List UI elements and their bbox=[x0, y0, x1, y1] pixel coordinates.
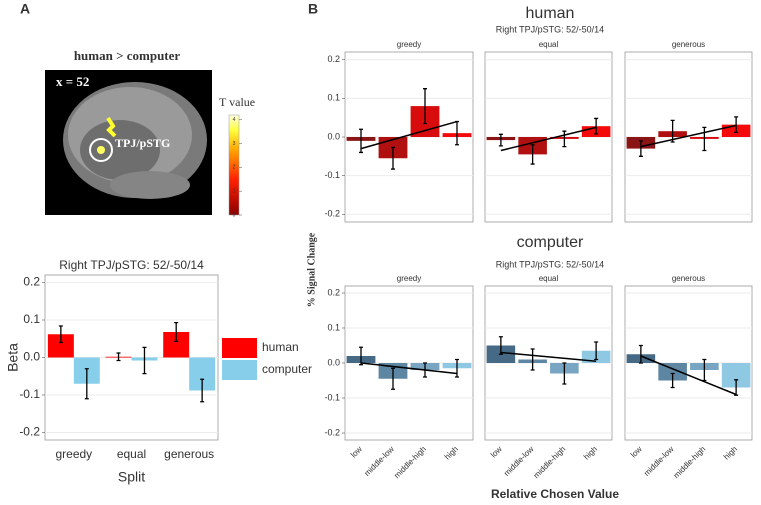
facet-title: generous bbox=[672, 40, 705, 49]
colorbar-title: T value bbox=[219, 95, 255, 109]
error-bar bbox=[116, 352, 121, 362]
legend-label: computer bbox=[262, 362, 312, 376]
facet-title: generous bbox=[672, 274, 705, 283]
error-bar bbox=[594, 341, 599, 361]
bar bbox=[47, 334, 74, 358]
brain-title: human > computer bbox=[74, 48, 181, 63]
y-tick-label: 0.0 bbox=[327, 357, 340, 367]
x-tick-label: generous bbox=[164, 447, 214, 461]
error-bar bbox=[359, 346, 363, 366]
colorbar-tick-label: 3 bbox=[233, 141, 236, 147]
facet-title: equal bbox=[539, 274, 559, 283]
error-bar bbox=[530, 348, 535, 371]
x-tick-label: greedy bbox=[55, 447, 92, 461]
error-bar bbox=[84, 368, 89, 400]
slice-label: x = 52 bbox=[56, 74, 89, 89]
colorbar-tick-label: 4 bbox=[233, 117, 236, 123]
error-bar bbox=[142, 346, 147, 375]
error-bar bbox=[200, 378, 205, 403]
error-bar bbox=[670, 119, 675, 143]
y-tick-label: 0.1 bbox=[23, 312, 40, 326]
colorbar-tick-label: 1 bbox=[233, 189, 236, 195]
error-bar bbox=[455, 358, 459, 378]
colorbar-tick-label: 2 bbox=[233, 165, 236, 171]
bar bbox=[658, 363, 687, 381]
y-tick-label: 0.2 bbox=[327, 54, 340, 64]
row-subtitle: Right TPJ/pSTG: 52/-50/14 bbox=[496, 24, 604, 34]
error-bar bbox=[423, 88, 427, 125]
legend-label: human bbox=[262, 340, 299, 354]
error-bar bbox=[734, 379, 739, 396]
error-bar bbox=[638, 344, 643, 364]
error-bar bbox=[562, 362, 567, 385]
chart-title: Right TPJ/pSTG: 52/-50/14 bbox=[59, 258, 204, 272]
x-tick-label: equal bbox=[117, 447, 146, 461]
row-title: computer bbox=[517, 234, 584, 251]
trend-line bbox=[500, 126, 597, 152]
y-axis-label: % Signal Change bbox=[306, 232, 317, 307]
y-tick-label: -0.1 bbox=[324, 392, 340, 402]
trend-line bbox=[360, 362, 458, 375]
error-bar bbox=[391, 146, 395, 170]
trend-line bbox=[500, 351, 597, 362]
error-bar bbox=[391, 367, 395, 390]
x-tick-label: middle-low bbox=[502, 444, 536, 478]
y-tick-label: 0.2 bbox=[327, 287, 340, 297]
y-tick-label: -0.2 bbox=[19, 425, 40, 439]
facet-title: equal bbox=[539, 40, 559, 49]
facet-title: greedy bbox=[397, 40, 421, 49]
legend-swatch bbox=[222, 360, 257, 380]
y-tick-label: 0.2 bbox=[23, 275, 40, 289]
x-tick-label: middle-high bbox=[392, 445, 428, 481]
error-bar bbox=[734, 116, 739, 134]
x-axis-label: Relative Chosen Value bbox=[491, 487, 619, 501]
x-tick-label: high bbox=[443, 445, 460, 462]
x-tick-label: middle-high bbox=[532, 445, 568, 481]
y-tick-label: -0.1 bbox=[324, 170, 340, 180]
x-tick-label: low bbox=[489, 444, 504, 459]
x-tick-label: high bbox=[722, 445, 739, 462]
x-tick-label: middle-high bbox=[672, 445, 708, 481]
trend-line bbox=[360, 120, 458, 150]
colorbar bbox=[228, 114, 240, 216]
trend-line bbox=[640, 355, 737, 396]
y-tick-label: 0.0 bbox=[23, 350, 40, 364]
error-bar bbox=[498, 336, 503, 355]
y-tick-label: -0.2 bbox=[324, 427, 340, 437]
panel-label: A bbox=[20, 1, 30, 17]
row-title: human bbox=[526, 5, 575, 22]
colorbar-tick-label: 0 bbox=[233, 212, 236, 218]
row-subtitle: Right TPJ/pSTG: 52/-50/14 bbox=[496, 259, 604, 269]
y-tick-label: 0.1 bbox=[327, 93, 340, 103]
x-tick-label: middle-low bbox=[363, 444, 397, 478]
error-bar bbox=[498, 133, 503, 147]
brain-image bbox=[45, 70, 212, 215]
panel-label: B bbox=[308, 1, 318, 17]
x-axis-label: Split bbox=[118, 469, 145, 485]
error-bar bbox=[359, 128, 363, 154]
x-tick-label: high bbox=[582, 445, 599, 462]
y-tick-label: -0.1 bbox=[19, 387, 40, 401]
x-tick-label: low bbox=[349, 444, 364, 459]
y-tick-label: -0.2 bbox=[324, 209, 340, 219]
error-bar bbox=[702, 126, 707, 152]
x-tick-label: low bbox=[629, 444, 644, 459]
error-bar bbox=[670, 372, 675, 389]
legend-swatch bbox=[222, 338, 257, 358]
region-label: TPJ/pSTG bbox=[115, 136, 170, 150]
y-tick-label: 0.0 bbox=[327, 131, 340, 141]
error-bar bbox=[530, 144, 535, 165]
x-tick-label: middle-low bbox=[642, 444, 676, 478]
error-bar bbox=[638, 140, 643, 157]
y-axis-label: Beta bbox=[5, 343, 21, 372]
error-bar bbox=[174, 321, 179, 343]
trend-line bbox=[640, 124, 737, 148]
error-bar bbox=[58, 325, 63, 344]
error-bar bbox=[594, 117, 599, 135]
facet-title: greedy bbox=[397, 274, 421, 283]
error-bar bbox=[562, 130, 567, 148]
y-tick-label: 0.1 bbox=[327, 322, 340, 332]
